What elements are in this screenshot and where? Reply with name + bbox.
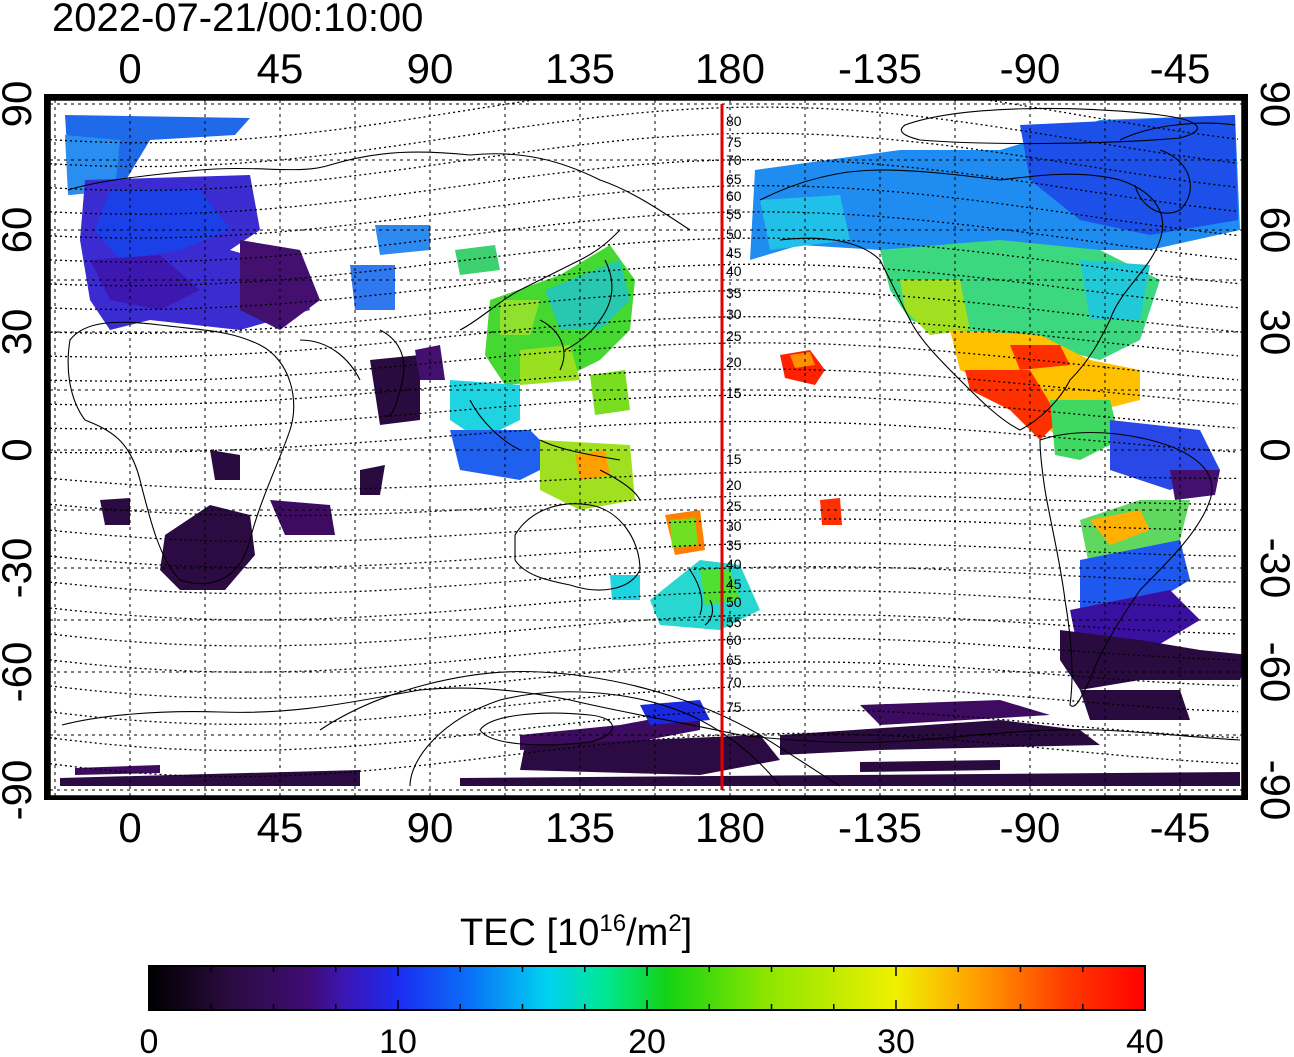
latitude-tick-label: 90 [1252,81,1294,128]
contour-label: 55 [726,614,742,630]
latitude-tick-label: 60 [0,207,40,254]
contour-label: 25 [726,498,742,514]
bottom-longitude-labels: 0 45 90 135 180 -135 -90 -45 [118,804,1210,851]
contour-label: 50 [726,594,742,610]
graticule [50,100,1242,796]
frame-left-border [44,94,50,800]
contour-label: 55 [726,206,742,222]
contour-label: 60 [726,188,742,204]
latitude-tick-label: -90 [1252,760,1294,821]
colorbar-tick-label: 10 [379,1023,417,1057]
frame-right-border [1242,94,1248,800]
colorbar-tick-label: 20 [628,1023,666,1057]
contour-label: 35 [726,537,742,553]
contour-label: 15 [726,451,742,467]
contour-label: 20 [726,477,742,493]
contour-label: 20 [726,354,742,370]
contour-label: 80 [726,113,742,129]
contour-label: 65 [726,171,742,187]
latitude-tick-label: 90 [0,81,40,128]
contour-label: 70 [726,674,742,690]
colorbar-tick-label: 40 [1126,1023,1164,1057]
longitude-tick-label: -45 [1150,45,1211,92]
contour-label: 15 [726,385,742,401]
longitude-tick-label: 135 [545,45,615,92]
contour-label: 30 [726,306,742,322]
contour-label: 65 [726,652,742,668]
contour-label: 60 [726,632,742,648]
contour-label: 40 [726,263,742,279]
latitude-tick-label: 30 [0,309,40,356]
contour-label: 25 [726,328,742,344]
contour-label: 45 [726,576,742,592]
colorbar-tick-label: 0 [140,1023,159,1057]
contour-label: 40 [726,556,742,572]
longitude-tick-label: 0 [118,804,141,851]
coastlines [61,107,1241,787]
longitude-tick-label: -45 [1150,804,1211,851]
frame-bottom-border [44,796,1248,800]
longitude-tick-label: 90 [407,45,454,92]
longitude-tick-label: 45 [257,45,304,92]
latitude-tick-label: -60 [0,642,40,703]
longitude-tick-label: 0 [118,45,141,92]
top-longitude-labels: 0 45 90 135 180 -135 -90 -45 [118,45,1210,92]
contour-label: 70 [726,152,742,168]
contour-label: 30 [726,518,742,534]
magnetic-latitude-contours [50,100,1239,778]
longitude-tick-label: 90 [407,804,454,851]
contour-label: 45 [726,245,742,261]
latitude-tick-label: -90 [0,760,40,821]
longitude-tick-label: 180 [695,45,765,92]
contour-label: 35 [726,285,742,301]
colorbar-tick-label: 30 [877,1023,915,1057]
colorbar-title: TEC [1016/m2] [460,910,692,954]
latitude-tick-label: 0 [1252,438,1294,461]
longitude-tick-label: -90 [1000,804,1061,851]
colorbar: TEC [1016/m2] 0 10 20 30 40 [140,910,1164,1057]
frame-top-border [50,94,1242,100]
tec-data-layer [60,115,1242,786]
left-latitude-labels: 90 60 30 0 -30 -60 -90 [0,81,40,821]
contour-labels: 8075706560555045403530252015152025303540… [726,113,742,715]
longitude-tick-label: -135 [838,45,922,92]
right-latitude-labels: 90 60 30 0 -30 -60 -90 [1252,81,1294,821]
latitude-tick-label: -30 [0,538,40,599]
longitude-tick-label: 45 [257,804,304,851]
map-title: 2022-07-21/00:10:00 [52,0,424,40]
latitude-tick-label: -30 [1252,538,1294,599]
longitude-tick-label: -90 [1000,45,1061,92]
longitude-tick-label: -135 [838,804,922,851]
longitude-tick-label: 180 [695,804,765,851]
latitude-tick-label: 30 [1252,309,1294,356]
contour-label: 50 [726,226,742,242]
latitude-tick-label: 60 [1252,207,1294,254]
latitude-tick-label: -60 [1252,642,1294,703]
longitude-tick-label: 135 [545,804,615,851]
contour-label: 75 [726,134,742,150]
latitude-tick-label: 0 [0,438,40,461]
contour-label: 75 [726,699,742,715]
